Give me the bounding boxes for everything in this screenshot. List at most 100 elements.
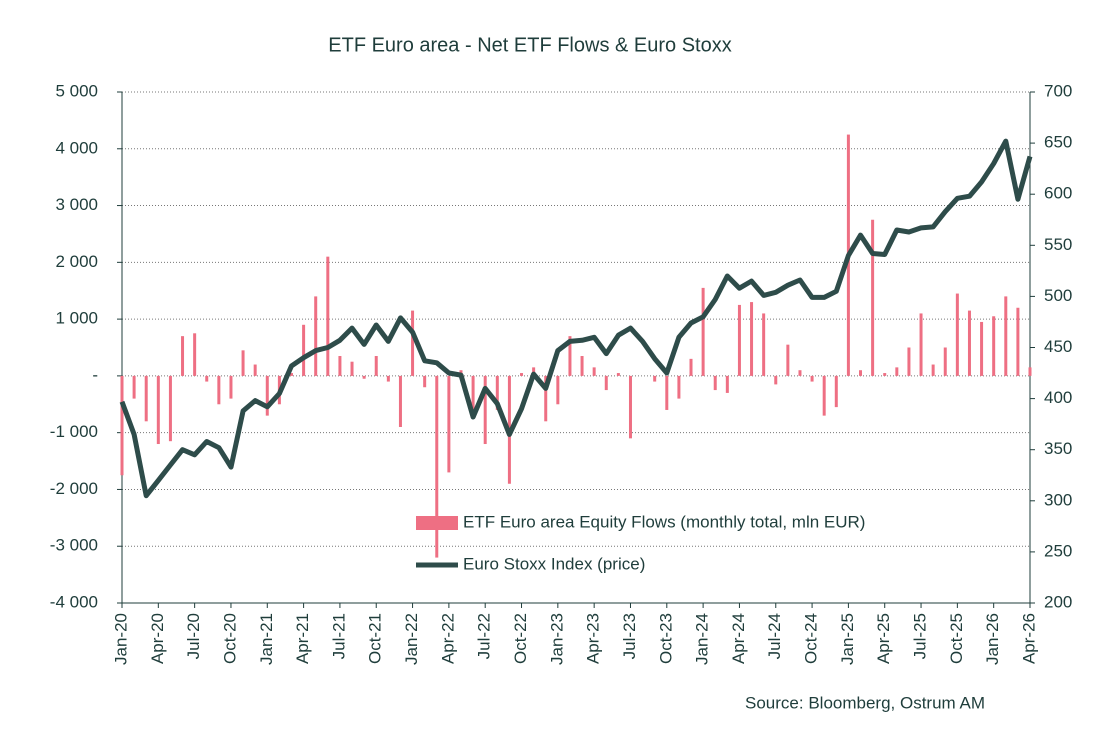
bar xyxy=(168,375,172,442)
bar xyxy=(798,370,802,376)
source-note: Source: Bloomberg, Ostrum AM xyxy=(745,693,985,712)
x-tick-label: Jan-26 xyxy=(983,613,1002,665)
bar xyxy=(447,375,451,473)
y-tick-label: 2 000 xyxy=(55,252,98,271)
bar xyxy=(580,356,584,376)
y-tick-label: -2 000 xyxy=(50,479,98,498)
bar xyxy=(689,358,693,376)
bar xyxy=(338,356,342,376)
bar xyxy=(750,302,754,376)
x-tick-label: Apr-26 xyxy=(1019,613,1038,664)
bar xyxy=(1028,367,1032,376)
bar xyxy=(302,324,306,376)
bar xyxy=(120,375,124,476)
bar xyxy=(241,350,245,376)
x-tick-label: Oct-24 xyxy=(802,613,821,664)
bar xyxy=(653,375,657,382)
bar xyxy=(253,364,257,376)
y-tick-label: -4 000 xyxy=(50,592,98,611)
bar xyxy=(544,375,548,422)
bar xyxy=(374,356,378,376)
bar xyxy=(907,347,911,376)
bar xyxy=(871,219,875,376)
bar xyxy=(677,375,681,399)
bar xyxy=(205,375,209,382)
bar xyxy=(931,364,935,376)
bar xyxy=(568,336,572,376)
legend-label: Euro Stoxx Index (price) xyxy=(463,554,645,573)
y2-tick-label: 550 xyxy=(1044,235,1072,254)
y2-tick-label: 500 xyxy=(1044,286,1072,305)
y2-tick-label: 250 xyxy=(1044,541,1072,560)
x-tick-label: Oct-20 xyxy=(220,613,239,664)
y2-tick-label: 200 xyxy=(1044,592,1072,611)
bar xyxy=(665,375,669,410)
x-tick-label: Jul-22 xyxy=(475,613,494,659)
bar xyxy=(628,375,632,439)
bar xyxy=(181,336,185,376)
bar xyxy=(1016,307,1020,376)
x-tick-label: Apr-20 xyxy=(148,613,167,664)
bar xyxy=(398,375,402,427)
bar xyxy=(265,375,269,416)
bar xyxy=(326,256,330,376)
bar xyxy=(859,370,863,376)
x-tick-label: Jul-24 xyxy=(765,613,784,659)
y-tick-label: - xyxy=(92,365,98,384)
bar xyxy=(725,375,729,393)
bar xyxy=(471,375,475,416)
bar xyxy=(193,333,197,376)
bar xyxy=(943,347,947,376)
bar xyxy=(144,375,148,422)
bar xyxy=(495,375,499,410)
y-tick-label: 4 000 xyxy=(55,138,98,157)
bar xyxy=(774,375,778,385)
bar xyxy=(386,375,390,382)
bar xyxy=(895,367,899,376)
bar xyxy=(483,375,487,445)
x-tick-label: Apr-23 xyxy=(584,613,603,664)
bar xyxy=(217,375,221,405)
x-tick-label: Jan-25 xyxy=(838,613,857,665)
bar xyxy=(883,373,887,376)
y-tick-label: -3 000 xyxy=(50,536,98,555)
y2-tick-label: 650 xyxy=(1044,133,1072,152)
y-tick-label: 3 000 xyxy=(55,195,98,214)
y-tick-label: -1 000 xyxy=(50,422,98,441)
bar xyxy=(810,375,814,382)
x-tick-label: Jan-21 xyxy=(257,613,276,665)
y2-tick-label: 400 xyxy=(1044,388,1072,407)
x-tick-label: Jul-25 xyxy=(911,613,930,659)
y2-tick-label: 350 xyxy=(1044,439,1072,458)
bar xyxy=(616,373,620,376)
x-tick-label: Oct-23 xyxy=(656,613,675,664)
x-tick-label: Jan-22 xyxy=(402,613,421,665)
bar xyxy=(992,316,996,376)
bar xyxy=(834,375,838,408)
y2-tick-label: 600 xyxy=(1044,184,1072,203)
bar xyxy=(701,287,705,376)
x-tick-label: Jan-24 xyxy=(693,613,712,665)
bar xyxy=(919,313,923,376)
bar xyxy=(229,375,233,399)
bar xyxy=(592,367,596,376)
bar xyxy=(786,344,790,376)
bar xyxy=(350,361,354,376)
bar xyxy=(289,373,293,376)
x-tick-label: Apr-21 xyxy=(293,613,312,664)
bar xyxy=(822,375,826,416)
x-tick-label: Jul-23 xyxy=(620,613,639,659)
bar xyxy=(520,373,524,376)
y2-tick-label: 700 xyxy=(1044,81,1072,100)
x-tick-label: Jul-21 xyxy=(329,613,348,659)
bar xyxy=(132,375,136,399)
legend-label: ETF Euro area Equity Flows (monthly tota… xyxy=(463,512,865,531)
x-tick-label: Jan-20 xyxy=(111,613,130,665)
x-tick-label: Oct-22 xyxy=(511,613,530,664)
x-tick-label: Jul-20 xyxy=(184,613,203,659)
x-tick-label: Apr-25 xyxy=(874,613,893,664)
line xyxy=(119,138,1033,499)
bar xyxy=(955,293,959,376)
